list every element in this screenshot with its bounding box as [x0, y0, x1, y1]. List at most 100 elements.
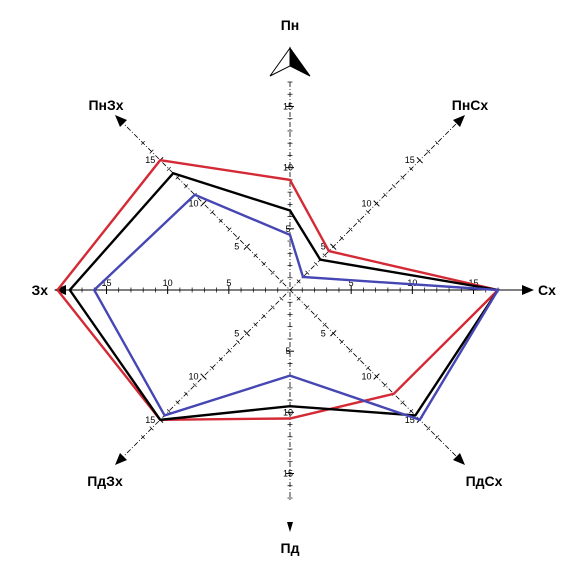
- southwest-arrow: [115, 453, 127, 465]
- tick-northeast-9: [365, 210, 370, 215]
- tick-label-northwest-15: 15: [145, 155, 155, 165]
- tick-label-southwest-15: 15: [145, 415, 155, 425]
- south-arrow: [287, 522, 293, 532]
- tick-label-east-15: 15: [469, 278, 479, 288]
- tick-label-south-15: 15: [283, 469, 293, 479]
- tick-label-southeast-15: 15: [405, 415, 415, 425]
- tick-label-southwest-5: 5: [234, 328, 239, 338]
- tick-label-northeast-5: 5: [321, 242, 326, 252]
- tick-northeast-14: [409, 166, 414, 171]
- tick-southwest-4: [253, 322, 258, 327]
- tick-southeast-1: [296, 296, 301, 301]
- tick-southeast-14: [409, 409, 414, 414]
- tick-label-west-15: 15: [101, 278, 111, 288]
- tick-northwest-12: [184, 184, 189, 189]
- east-arrow: [522, 285, 534, 295]
- direction-label-west: Зх: [31, 282, 48, 298]
- tick-southeast-11: [383, 383, 388, 388]
- tick-southeast-6: [339, 339, 344, 344]
- tick-northeast-16: [426, 149, 431, 154]
- tick-label-southeast-5: 5: [321, 328, 326, 338]
- tick-southeast-4: [322, 322, 327, 327]
- tick-label-north-10: 10: [283, 163, 293, 173]
- tick-northeast-15: [416, 157, 423, 164]
- tick-northwest-4: [253, 253, 258, 258]
- tick-northeast-1: [296, 279, 301, 284]
- tick-southwest-6: [236, 339, 241, 344]
- tick-label-northwest-5: 5: [234, 242, 239, 252]
- tick-northeast-2: [305, 270, 310, 275]
- tick-northwest-17: [140, 140, 145, 145]
- tick-label-northeast-10: 10: [362, 198, 372, 208]
- tick-northeast-5: [330, 243, 337, 250]
- direction-label-south: Пд: [281, 540, 300, 556]
- tick-northeast-4: [322, 253, 327, 258]
- tick-northeast-7: [348, 227, 353, 232]
- series-2: [92, 193, 501, 422]
- tick-label-southeast-10: 10: [362, 372, 372, 382]
- direction-label-northeast: ПнСх: [452, 97, 489, 113]
- direction-label-northwest: ПнЗх: [88, 97, 123, 113]
- tick-southwest-17: [140, 435, 145, 440]
- tick-southeast-9: [365, 365, 370, 370]
- tick-southwest-11: [192, 383, 197, 388]
- direction-label-southeast: ПдСх: [466, 473, 503, 489]
- tick-northwest-13: [175, 175, 180, 180]
- tick-southeast-10: [373, 373, 380, 380]
- northeast-arrow: [453, 115, 465, 127]
- tick-northeast-10: [373, 200, 380, 207]
- tick-northeast-11: [383, 192, 388, 197]
- northwest-arrow: [115, 115, 127, 127]
- series-2-line: [92, 193, 501, 422]
- tick-southwest-13: [175, 400, 180, 405]
- tick-label-south-5: 5: [285, 346, 290, 356]
- tick-southeast-17: [435, 435, 440, 440]
- tick-southeast-16: [426, 426, 431, 431]
- tick-northeast-17: [435, 140, 440, 145]
- tick-label-southwest-10: 10: [188, 372, 198, 382]
- tick-southeast-5: [330, 330, 337, 337]
- tick-southwest-10: [200, 373, 207, 380]
- tick-southeast-3: [313, 313, 318, 318]
- tick-southwest-16: [149, 426, 154, 431]
- tick-southwest-1: [279, 296, 284, 301]
- tick-label-north-15: 15: [283, 101, 293, 111]
- axis-northwest-southeast: [119, 119, 461, 461]
- tick-southwest-9: [210, 365, 215, 370]
- tick-southwest-14: [166, 409, 171, 414]
- tick-label-northwest-10: 10: [188, 198, 198, 208]
- tick-northeast-6: [339, 236, 344, 241]
- tick-southwest-7: [227, 348, 232, 353]
- southeast-arrow: [453, 453, 465, 465]
- tick-northeast-3: [313, 262, 318, 267]
- tick-label-north-5: 5: [285, 224, 290, 234]
- tick-northwest-1: [279, 279, 284, 284]
- tick-southwest-3: [262, 313, 267, 318]
- direction-label-southwest: ПдЗх: [87, 473, 123, 489]
- tick-southeast-7: [348, 348, 353, 353]
- north-arrow-icon: [269, 46, 311, 77]
- tick-label-east-10: 10: [407, 278, 417, 288]
- tick-southeast-2: [305, 305, 310, 310]
- direction-label-north: Пн: [281, 17, 300, 33]
- tick-label-south-10: 10: [283, 407, 293, 417]
- direction-labels: Пн ПнСх Сх ПдСх Пд ПдЗх Зх ПнЗх: [31, 17, 556, 556]
- tick-labels: 5 10 15 5 10 15 5 10 15 5 10 15 5 10 15 5 10 15 5 10 15 5 10 15: [101, 101, 478, 478]
- tick-northwest-9: [210, 210, 215, 215]
- tick-northeast-12: [391, 184, 396, 189]
- tick-southwest-2: [270, 305, 275, 310]
- tick-northeast-13: [400, 175, 405, 180]
- series: [55, 158, 501, 422]
- tick-southeast-8: [357, 357, 362, 362]
- tick-label-east-5: 5: [349, 278, 354, 288]
- tick-northwest-16: [149, 149, 154, 154]
- tick-northwest-10: [200, 200, 207, 207]
- tick-marks: [81, 81, 499, 499]
- tick-southwest-12: [184, 391, 189, 396]
- tick-northeast-8: [357, 218, 362, 223]
- tick-northwest-8: [218, 218, 223, 223]
- west-arrow: [54, 285, 66, 295]
- tick-northwest-7: [227, 227, 232, 232]
- tick-southeast-13: [400, 400, 405, 405]
